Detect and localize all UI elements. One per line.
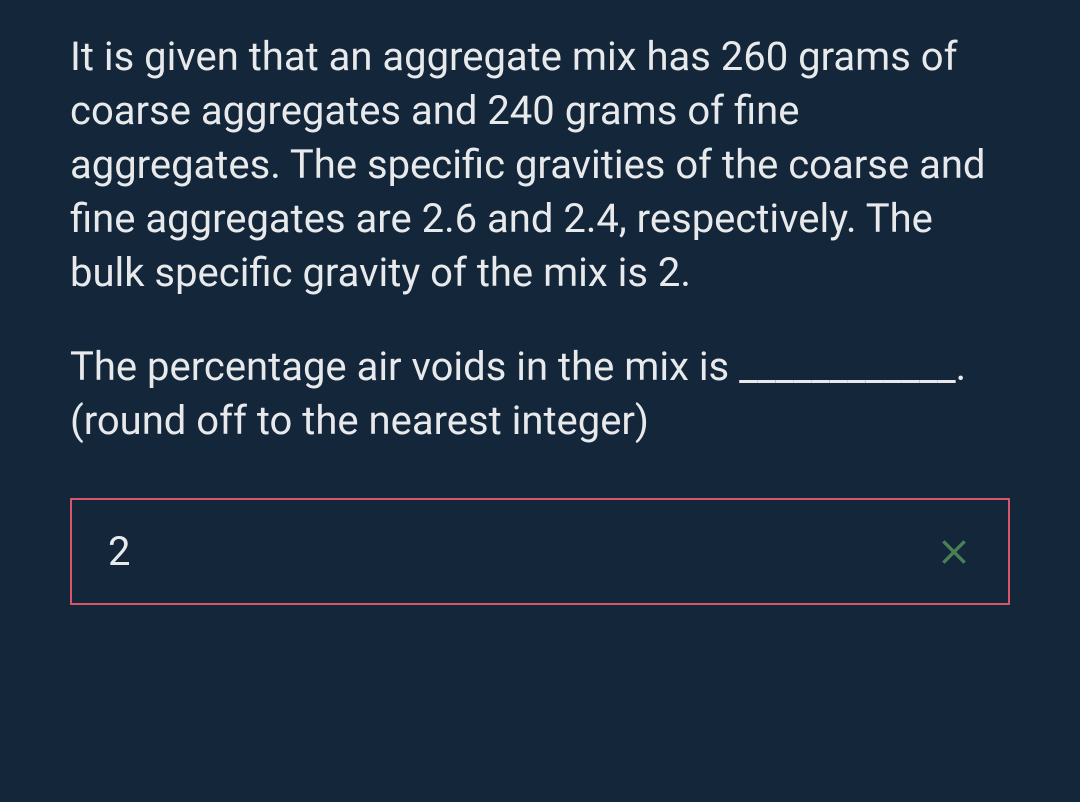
answer-input-box[interactable]: 2: [70, 498, 1010, 605]
answer-value: 2: [108, 528, 130, 575]
question-container: It is given that an aggregate mix has 26…: [70, 30, 1010, 605]
clear-icon[interactable]: [936, 534, 972, 570]
question-paragraph-2: The percentage air voids in the mix is _…: [70, 340, 1010, 448]
question-paragraph-1: It is given that an aggregate mix has 26…: [70, 30, 1010, 300]
